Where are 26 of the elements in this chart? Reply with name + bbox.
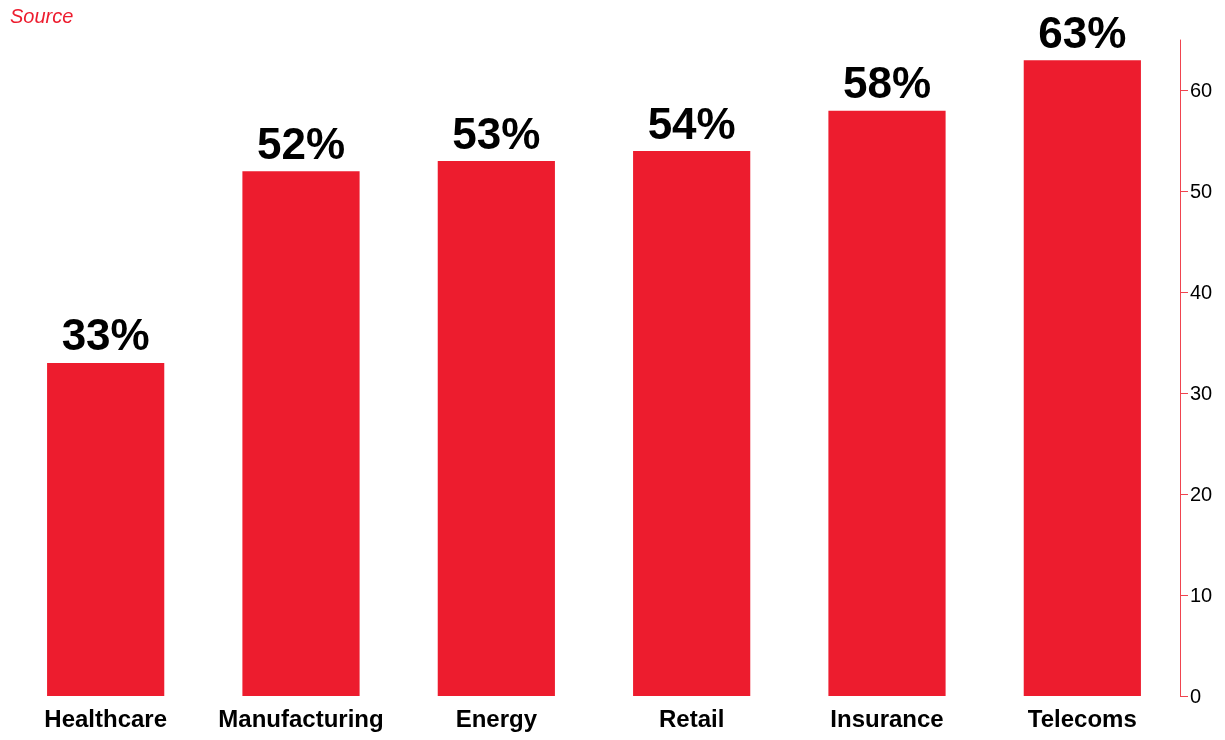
y-tick-label: 60 <box>1190 79 1213 102</box>
x-tick-label: Telecoms <box>1027 704 1137 732</box>
data-label: 63% <box>1038 7 1127 57</box>
data-label: 54% <box>647 98 736 148</box>
y-tick-label: 30 <box>1190 382 1213 405</box>
x-tick-label: Retail <box>658 704 725 732</box>
data-label: 53% <box>452 108 541 158</box>
bar <box>437 161 555 696</box>
data-label: 33% <box>61 310 150 360</box>
x-tick-label: Energy <box>455 704 538 732</box>
bar <box>1023 60 1141 696</box>
y-tick-label: 0 <box>1190 685 1202 707</box>
data-label: 58% <box>842 58 932 108</box>
bar <box>242 171 360 696</box>
y-tick-label: 50 <box>1190 180 1213 203</box>
y-tick-label: 40 <box>1190 281 1213 304</box>
bar <box>47 362 165 696</box>
bar <box>828 110 946 696</box>
x-tick-label: Insurance <box>830 704 944 732</box>
y-tick-label: 20 <box>1190 483 1213 506</box>
bar <box>633 151 751 696</box>
data-label: 52% <box>256 118 346 168</box>
x-tick-label: Healthcare <box>44 704 168 732</box>
text: Source <box>10 5 74 27</box>
x-tick-label: Manufacturing <box>218 704 384 732</box>
y-tick-label: 10 <box>1190 584 1213 607</box>
